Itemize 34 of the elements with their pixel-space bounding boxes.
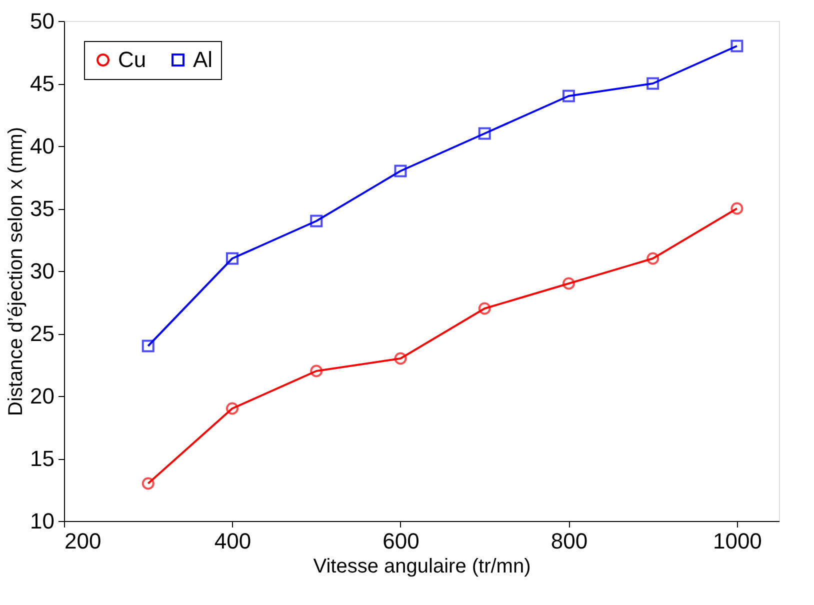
y-tick-label: 30: [30, 258, 54, 284]
point: [394, 164, 407, 178]
point: [226, 402, 238, 415]
y-tick-label: 10: [30, 508, 54, 534]
y-tick-label: 45: [30, 71, 54, 96]
point: [730, 40, 744, 52]
x-tick-label: 400: [214, 528, 252, 554]
point: [394, 352, 407, 365]
legend-label: Cu: [118, 47, 146, 72]
x-axis-title: Vitesse angulaire (tr/mn): [313, 556, 531, 578]
legend-label: Al: [193, 47, 213, 72]
x-tick-label: 1000: [712, 528, 762, 554]
point: [310, 364, 323, 378]
y-tick-label: 25: [30, 321, 54, 346]
point: [226, 252, 238, 265]
point: [646, 77, 660, 90]
y-tick-label: 50: [30, 8, 54, 34]
y-tick-label: 40: [30, 134, 54, 158]
point: [730, 202, 744, 215]
point: [478, 127, 491, 140]
x-tick-label: 200: [64, 528, 102, 554]
point: [142, 477, 154, 490]
y-axis-title: Distance d’éjection selon x (mm): [5, 127, 28, 416]
point: [562, 90, 575, 102]
point: [562, 277, 575, 290]
point: [478, 302, 491, 315]
y-tick-label: 35: [30, 196, 54, 221]
y-tick-label: 15: [30, 446, 54, 471]
point: [310, 214, 323, 228]
y-tick-label: 20: [30, 384, 54, 408]
point: [646, 252, 660, 265]
x-tick-label: 800: [550, 528, 588, 554]
x-tick-label: 600: [382, 528, 420, 554]
point: [142, 340, 154, 352]
